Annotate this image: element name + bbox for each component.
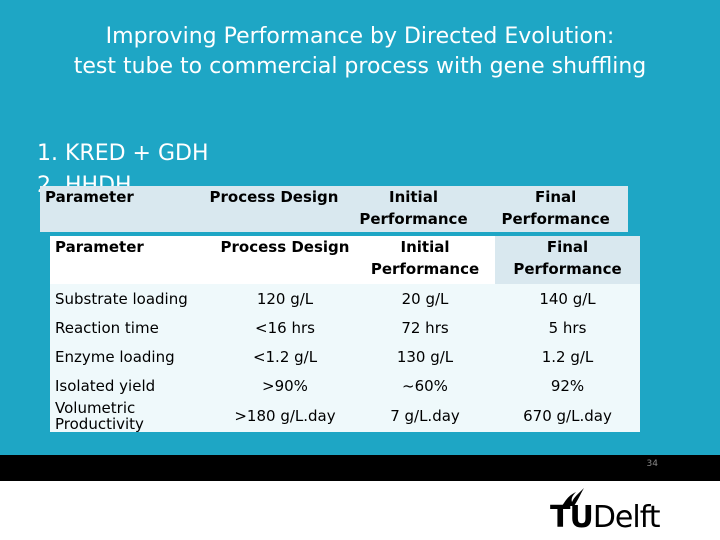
- tu-delft-logo: TUDelft: [548, 486, 663, 535]
- list-item: 1. KRED + GDH: [37, 141, 209, 166]
- cell-final: 140 g/L: [539, 289, 596, 308]
- table-row: Reaction time <16 hrs 72 hrs 5 hrs: [50, 313, 640, 342]
- table-row: Enzyme loading <1.2 g/L 130 g/L 1.2 g/L: [50, 342, 640, 371]
- table-row: Volumetric Productivity >180 g/L.day 7 g…: [50, 400, 640, 432]
- cell-process-design: >180 g/L.day: [234, 407, 336, 425]
- table-row: Isolated yield >90% ~60% 92%: [50, 371, 640, 400]
- cell-parameter: Enzyme loading: [55, 347, 175, 366]
- title-line-1: Improving Performance by Directed Evolut…: [105, 24, 615, 49]
- cell-parameter: Isolated yield: [55, 376, 156, 395]
- cell-process-design: >90%: [262, 376, 308, 395]
- page-number: 34: [646, 459, 658, 469]
- header-final-performance: Final Performance: [501, 188, 610, 228]
- slide-title: Improving Performance by Directed Evolut…: [0, 22, 720, 82]
- performance-table: Parameter Process Design Initial Perform…: [50, 236, 640, 432]
- cell-process-design: <1.2 g/L: [252, 347, 318, 366]
- header-parameter: Parameter: [55, 238, 144, 256]
- cell-final: 92%: [550, 376, 585, 395]
- table-header-row: Parameter Process Design Initial Perform…: [40, 186, 628, 232]
- cell-process-design: <16 hrs: [255, 318, 315, 337]
- logo-text: TUDelft: [550, 500, 661, 535]
- header-process-design: Process Design: [220, 238, 350, 256]
- cell-parameter: Reaction time: [55, 318, 159, 337]
- cell-initial: ~60%: [402, 376, 448, 395]
- cell-initial: 20 g/L: [401, 289, 449, 308]
- logo-tu: TU: [550, 500, 594, 535]
- cell-final: 1.2 g/L: [541, 347, 594, 366]
- header-initial-performance: Initial Performance: [370, 238, 480, 278]
- cell-parameter: Volumetric Productivity: [55, 399, 144, 433]
- performance-table-back: Parameter Process Design Initial Perform…: [40, 186, 628, 232]
- cell-initial: 72 hrs: [401, 318, 449, 337]
- cell-final: 670 g/L.day: [523, 407, 612, 425]
- cell-parameter: Substrate loading: [55, 289, 188, 308]
- table-header-row: Parameter Process Design Initial Perform…: [50, 236, 640, 284]
- logo-delft: Delft: [592, 500, 661, 535]
- header-process-design: Process Design: [209, 188, 339, 206]
- cell-initial: 7 g/L.day: [390, 407, 460, 425]
- title-line-2: test tube to commercial process with gen…: [73, 54, 647, 79]
- cell-initial: 130 g/L: [396, 347, 454, 366]
- header-initial-performance: Initial Performance: [359, 188, 468, 228]
- flame-icon: [562, 488, 584, 506]
- header-parameter: Parameter: [45, 188, 134, 206]
- footer-bar: 34: [0, 455, 720, 481]
- cell-process-design: 120 g/L: [256, 289, 314, 308]
- table-row: Substrate loading 120 g/L 20 g/L 140 g/L: [50, 284, 640, 313]
- header-final-performance: Final Performance: [495, 236, 640, 284]
- cell-final: 5 hrs: [548, 318, 587, 337]
